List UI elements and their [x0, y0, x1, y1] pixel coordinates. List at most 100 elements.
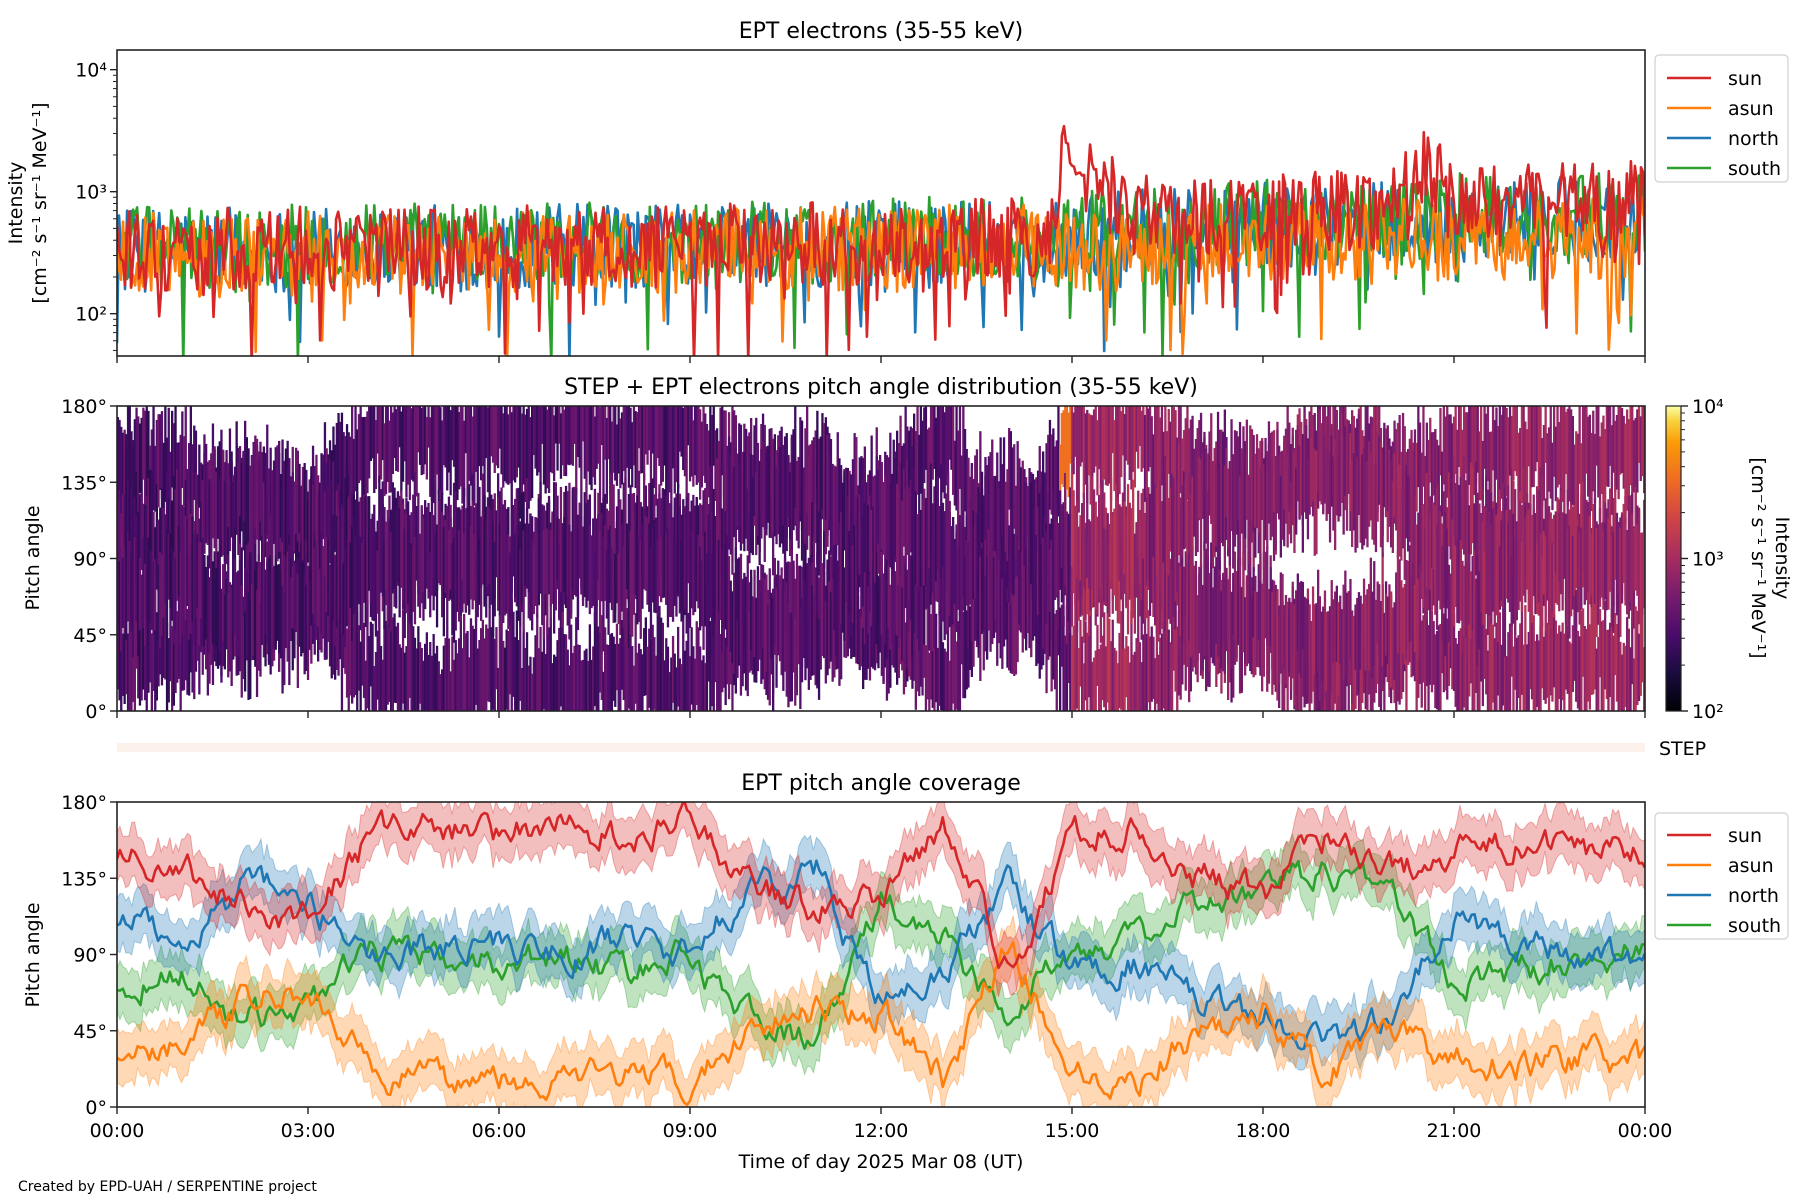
- heatmap-cell: [789, 612, 792, 702]
- heatmap-cell: [551, 406, 554, 474]
- heatmap-cell: [643, 406, 646, 481]
- heatmap-cell: [710, 510, 714, 582]
- heatmap-cell: [1128, 406, 1131, 480]
- heatmap-cell: [491, 406, 495, 463]
- heatmap-cell: [639, 649, 642, 711]
- heatmap-cell: [1108, 406, 1111, 484]
- heatmap-cell: [532, 406, 535, 456]
- heatmap-cell: [648, 406, 651, 451]
- heatmap-cell: [716, 516, 719, 630]
- heatmap-cell: [1400, 580, 1403, 644]
- heatmap-cell: [1505, 509, 1508, 599]
- heatmap-cell: [386, 608, 389, 705]
- heatmap-cell: [853, 548, 856, 657]
- heatmap-cell: [310, 538, 313, 626]
- heatmap-cell: [1098, 406, 1101, 470]
- heatmap-cell: [527, 406, 530, 509]
- heatmap-cell: [1305, 425, 1308, 519]
- heatmap-cell: [154, 625, 157, 711]
- heatmap-cell: [534, 635, 537, 711]
- heatmap-cell: [1502, 483, 1505, 553]
- intensity-legend-label-asun: asun: [1728, 98, 1774, 120]
- heatmap-cell: [123, 494, 126, 596]
- heatmap-cell: [442, 527, 445, 637]
- heatmap-cell: [573, 406, 576, 444]
- heatmap-cell: [957, 498, 960, 593]
- heatmap-cell: [1165, 602, 1169, 711]
- heatmap-cell: [609, 406, 612, 495]
- heatmap-cell: [753, 569, 756, 657]
- heatmap-cell: [724, 543, 727, 630]
- heatmap-cell: [714, 516, 717, 622]
- heatmap-cell: [665, 532, 668, 604]
- heatmap-cell: [344, 436, 347, 507]
- heatmap-cell: [1352, 616, 1355, 694]
- heatmap-cell: [1016, 441, 1019, 536]
- heatmap-cell: [1520, 542, 1524, 613]
- heatmap-cell: [615, 424, 619, 486]
- heatmap-cell: [1123, 502, 1126, 574]
- heatmap-cell: [736, 566, 739, 678]
- heatmap-cell: [875, 533, 878, 645]
- heatmap-cell: [1213, 449, 1216, 552]
- heatmap-cell: [612, 636, 615, 701]
- heatmap-cell: [766, 449, 770, 523]
- heatmap-cell: [682, 499, 685, 575]
- heatmap-cell: [1218, 463, 1221, 570]
- heatmap-cell: [354, 536, 357, 612]
- heatmap-cell: [1500, 414, 1503, 499]
- heatmap-cell: [1065, 535, 1069, 644]
- heatmap-cell: [658, 493, 661, 597]
- heatmap-cell: [147, 410, 150, 504]
- heatmap-cell: [497, 497, 500, 611]
- heatmap-cell: [570, 531, 573, 619]
- heatmap-cell: [675, 541, 678, 617]
- heatmap-cell: [517, 406, 520, 468]
- heatmap-cell: [802, 467, 805, 532]
- heatmap-cell: [1255, 597, 1259, 667]
- heatmap-cell: [595, 406, 598, 469]
- heatmap-cell: [539, 406, 542, 501]
- heatmap-cell: [488, 507, 491, 585]
- heatmap-cell: [396, 406, 400, 472]
- pitch-distribution-y-ticks: 0°45°90°135°180°: [61, 396, 117, 723]
- heatmap-cell: [955, 406, 958, 511]
- heatmap-cell: [245, 570, 248, 661]
- heatmap-cell: [806, 406, 809, 513]
- heatmap-cell: [126, 406, 130, 487]
- heatmap-cell: [999, 529, 1002, 600]
- heatmap-cell: [318, 491, 321, 574]
- heatmap-cell: [570, 624, 573, 711]
- heatmap-cell: [670, 406, 673, 500]
- heatmap-cell: [622, 611, 625, 701]
- heatmap-cell: [1592, 410, 1595, 492]
- heatmap-cell: [693, 658, 697, 711]
- heatmap-cell: [817, 618, 821, 700]
- pitch-coverage-y-ticks: 0°45°90°135°180°: [61, 792, 117, 1119]
- heatmap-cell: [624, 639, 627, 711]
- heatmap-cell: [583, 492, 586, 598]
- heatmap-cell: [159, 414, 162, 490]
- heatmap-cell: [381, 659, 384, 711]
- heatmap-cell: [1339, 633, 1342, 711]
- heatmap-cell: [654, 406, 658, 506]
- heatmap-cell: [1016, 576, 1019, 663]
- heatmap-cell: [865, 566, 868, 641]
- heatmap-cell: [1534, 513, 1537, 599]
- heatmap-cell: [1534, 640, 1537, 711]
- heatmap-cell: [551, 511, 554, 604]
- heatmap-cell: [203, 554, 206, 647]
- heatmap-cell: [184, 406, 187, 506]
- heatmap-cell: [906, 569, 909, 669]
- heatmap-cell: [867, 504, 870, 587]
- heatmap-cell: [132, 558, 135, 658]
- heatmap-cell: [289, 476, 293, 559]
- heatmap-cell: [500, 538, 503, 637]
- heatmap-cell: [936, 475, 939, 570]
- heatmap-cell: [775, 588, 778, 665]
- heatmap-cell: [838, 581, 841, 686]
- heatmap-cell: [1615, 415, 1619, 490]
- heatmap-cell: [339, 536, 342, 609]
- heatmap-cell: [1456, 475, 1459, 551]
- heatmap-cell: [865, 497, 868, 599]
